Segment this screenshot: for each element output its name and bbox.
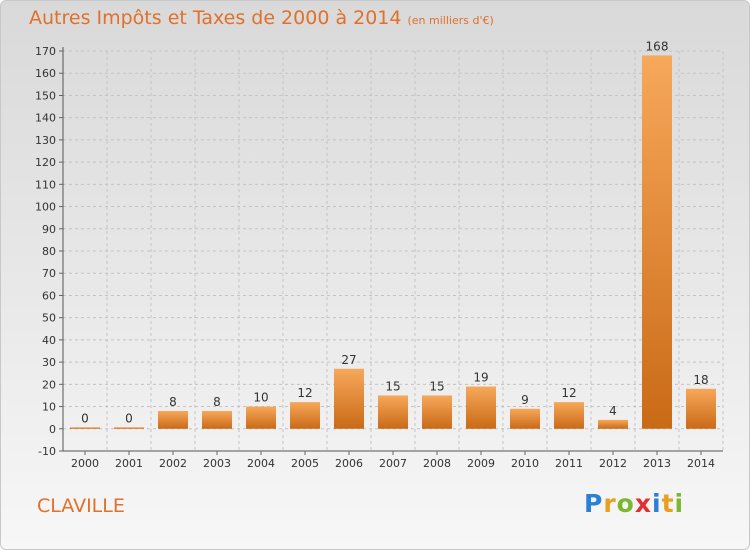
y-tick-label: 20 [42, 378, 56, 391]
y-tick-label: 120 [35, 156, 56, 169]
data-label: 8 [169, 395, 177, 409]
chart-title: Autres Impôts et Taxes de 2000 à 2014 [29, 7, 402, 29]
y-tick-label: 80 [42, 245, 56, 258]
data-label: 9 [521, 393, 529, 407]
bar [290, 402, 320, 429]
y-tick-label: 140 [35, 112, 56, 125]
bar [246, 406, 276, 429]
y-tick-label: 40 [42, 334, 56, 347]
y-tick-label: 0 [49, 423, 56, 436]
x-tick-label: 2000 [71, 457, 99, 470]
x-tick-label: 2009 [467, 457, 495, 470]
logo-letter: i [652, 489, 662, 518]
data-label: 10 [253, 391, 268, 405]
logo-letter: r [603, 489, 617, 518]
bar [334, 368, 364, 429]
data-label: 12 [561, 386, 576, 400]
logo-letter: o [616, 489, 635, 518]
data-label: 0 [81, 411, 89, 425]
x-tick-label: 2005 [291, 457, 319, 470]
y-tick-label: 50 [42, 312, 56, 325]
x-tick-label: 2001 [115, 457, 143, 470]
data-label: 19 [473, 371, 488, 385]
bar [378, 395, 408, 429]
logo-letter: P [584, 489, 604, 518]
y-tick-label: 30 [42, 356, 56, 369]
chart-unit: (en milliers d'€) [407, 14, 494, 27]
x-tick-label: 2002 [159, 457, 187, 470]
commune-name: CLAVILLE [37, 495, 125, 517]
y-tick-label: 90 [42, 223, 56, 236]
x-tick-label: 2008 [423, 457, 451, 470]
bar [466, 386, 496, 429]
data-label: 18 [693, 373, 708, 387]
x-tick-label: 2011 [555, 457, 583, 470]
data-label: 168 [646, 39, 669, 53]
bar [202, 411, 232, 429]
y-tick-label: 160 [35, 67, 56, 80]
data-label: 0 [125, 411, 133, 425]
bar [510, 408, 540, 429]
bar [422, 395, 452, 429]
bar [642, 55, 672, 429]
data-label: 8 [213, 395, 221, 409]
data-label: 15 [385, 379, 400, 393]
y-tick-label: 170 [35, 45, 56, 58]
x-tick-label: 2014 [687, 457, 715, 470]
logo-letter: i [674, 489, 685, 518]
y-tick-label: -10 [38, 445, 56, 458]
y-tick-label: 70 [42, 267, 56, 280]
bar [598, 419, 628, 429]
x-tick-label: 2010 [511, 457, 539, 470]
y-tick-label: 110 [35, 178, 56, 191]
x-tick-label: 2012 [599, 457, 627, 470]
y-tick-label: 130 [35, 134, 56, 147]
bar [70, 427, 100, 429]
y-tick-label: 60 [42, 289, 56, 302]
bar [114, 427, 144, 429]
data-label: 12 [297, 386, 312, 400]
bar [686, 388, 716, 429]
x-tick-label: 2003 [203, 457, 231, 470]
data-label: 27 [341, 353, 356, 367]
bar [554, 402, 584, 429]
x-tick-label: 2006 [335, 457, 363, 470]
chart-title-group: Autres Impôts et Taxes de 2000 à 2014 (en… [29, 7, 494, 29]
x-tick-label: 2004 [247, 457, 275, 470]
data-label: 4 [609, 404, 617, 418]
x-tick-label: 2013 [643, 457, 671, 470]
y-tick-label: 100 [35, 201, 56, 214]
data-label: 15 [429, 379, 444, 393]
x-tick-label: 2007 [379, 457, 407, 470]
proxiti-logo: Proxiti [584, 489, 684, 518]
y-tick-label: 10 [42, 401, 56, 414]
logo-letter: x [634, 489, 652, 518]
logo-letter: t [661, 489, 675, 518]
y-tick-label: 150 [35, 89, 56, 102]
bar [158, 411, 188, 429]
